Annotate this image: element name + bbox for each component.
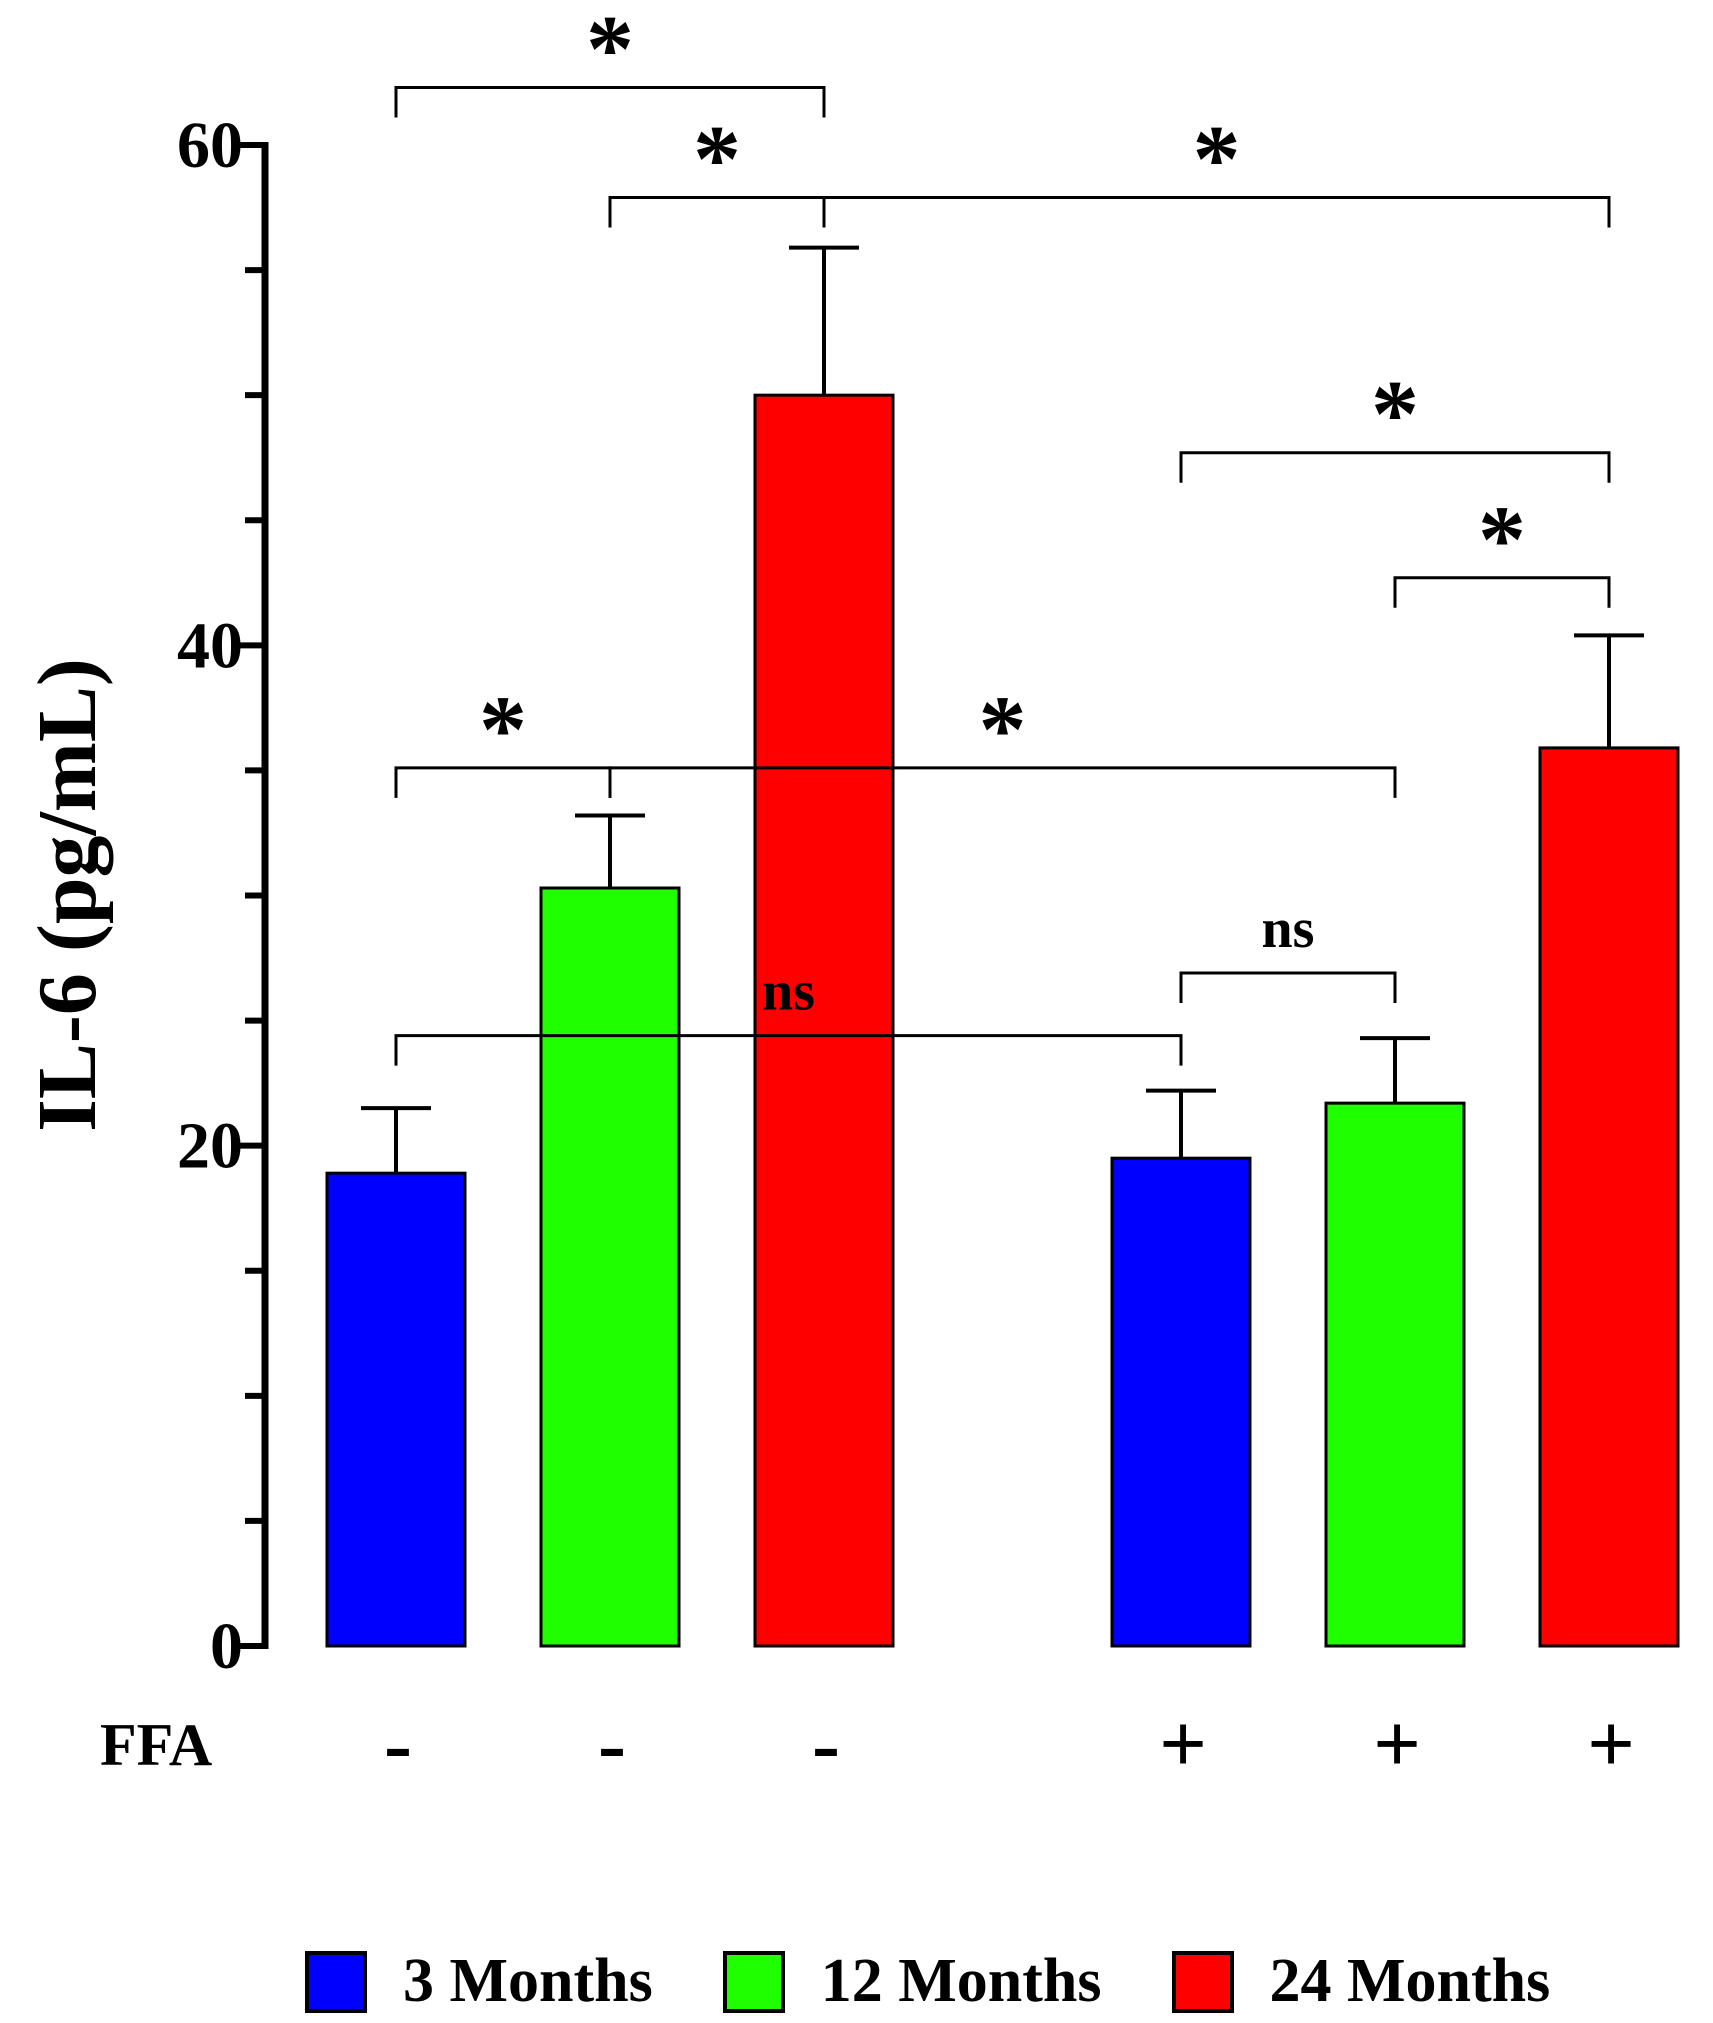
legend-item-24-months: 24 Months: [1171, 1946, 1551, 2017]
ffa-group-sign: -: [598, 1698, 626, 1791]
significance-bracket: [1179, 451, 1611, 483]
significance-label: *: [586, 0, 634, 102]
significance-label: *: [1193, 106, 1241, 213]
ffa-group-sign: -: [812, 1698, 840, 1791]
labels: FFA - - - + + +: [100, 1698, 1635, 1791]
significance-bracket: [1179, 971, 1397, 1004]
legend-label: 24 Months: [1269, 1947, 1551, 2015]
significance-bracket: [394, 1034, 1183, 1066]
legend-swatch-3-months: [305, 1950, 367, 2013]
significance-bracket: [394, 85, 826, 118]
axes: 0 20 40 60 IL-6 (pg/mL): [21, 109, 269, 1683]
y-tick-label: 20: [177, 1110, 243, 1183]
y-tick-label: 60: [177, 109, 243, 182]
ffa-group-sign: +: [1373, 1698, 1421, 1791]
bar: [753, 393, 895, 1648]
bar: [1324, 1101, 1466, 1648]
y-tick-label: 40: [177, 609, 243, 682]
legend-item-3-months: 3 Months: [305, 1946, 653, 2017]
legend-swatch-12-months: [722, 1950, 785, 2013]
y-tick-label: 0: [210, 1610, 243, 1683]
significance-label: ns: [762, 961, 815, 1023]
bar: [539, 886, 681, 1648]
ffa-group-sign: +: [1587, 1698, 1635, 1791]
error-bars: [361, 245, 1644, 1174]
bars: [325, 393, 1680, 1648]
y-axis-title: IL-6 (pg/mL): [21, 658, 114, 1132]
significance-brackets: * * * * * * * ns ns: [394, 0, 1611, 1066]
bar: [1538, 746, 1680, 1648]
ffa-row-label: FFA: [100, 1712, 212, 1778]
significance-bracket: [608, 766, 1397, 798]
significance-label: *: [693, 106, 741, 213]
significance-label: ns: [1262, 898, 1315, 960]
bar: [1110, 1156, 1252, 1648]
legend-label: 12 Months: [820, 1947, 1102, 2015]
bar: [325, 1171, 467, 1648]
significance-label: *: [979, 676, 1027, 783]
legend: 3 Months 12 Months 24 Months: [305, 1946, 1550, 2017]
significance-bracket: [1393, 576, 1611, 608]
significance-label: *: [479, 676, 527, 783]
ffa-group-sign: +: [1159, 1698, 1207, 1791]
legend-item-12-months: 12 Months: [722, 1946, 1102, 2017]
legend-swatch-24-months: [1171, 1950, 1234, 2013]
ffa-group-sign: -: [384, 1698, 412, 1791]
significance-label: *: [1371, 361, 1419, 468]
significance-bracket: [822, 196, 1611, 228]
legend-label: 3 Months: [403, 1947, 653, 2015]
significance-label: *: [1478, 486, 1526, 593]
